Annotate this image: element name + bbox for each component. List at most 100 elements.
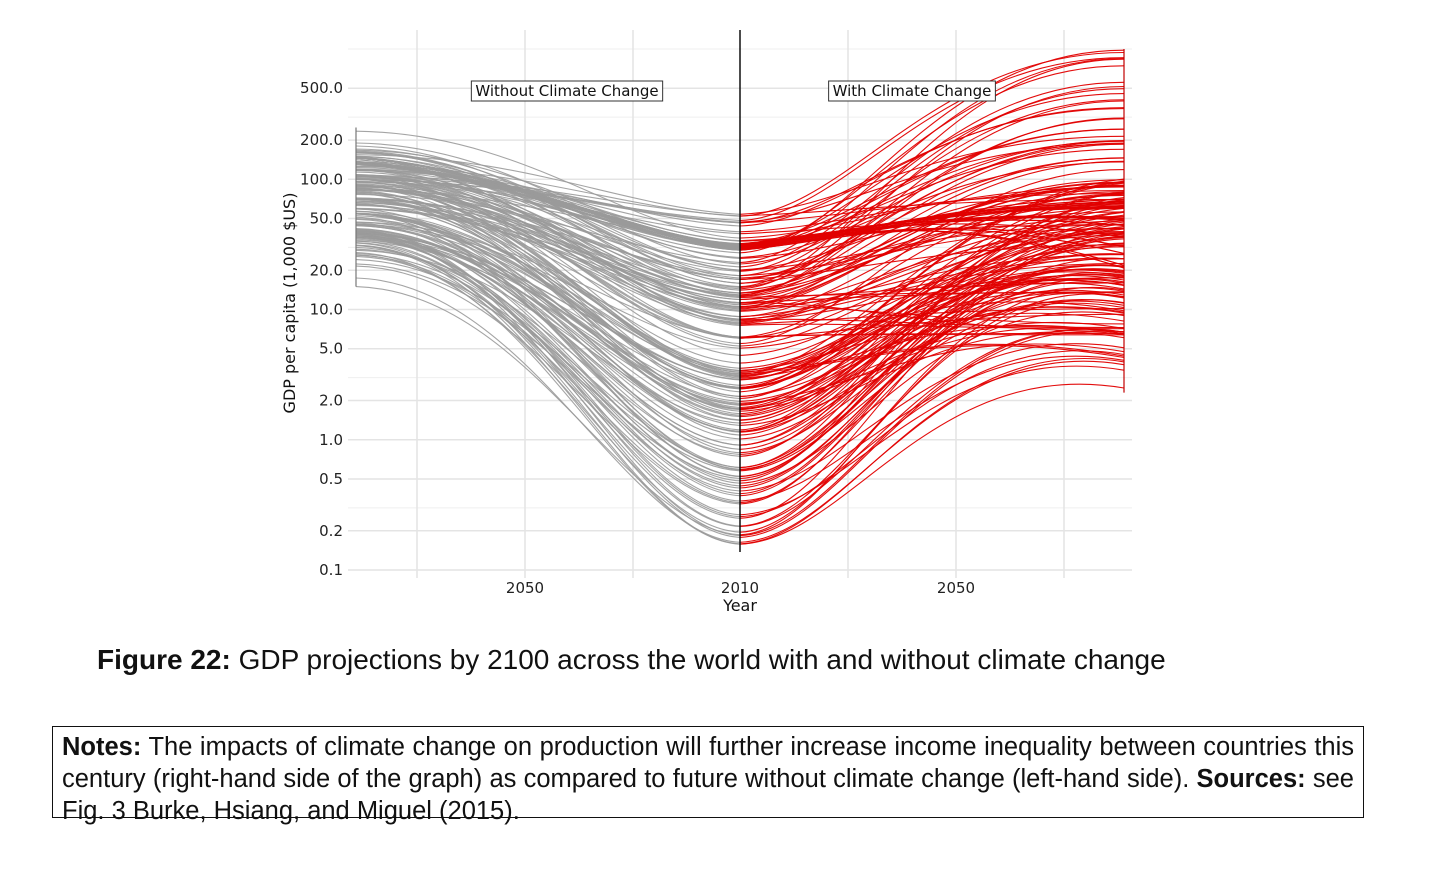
series-line-with-cc [739, 236, 1125, 356]
series-line-with-cc [739, 299, 1125, 527]
y-tick-label: 0.5 [319, 470, 343, 488]
series-line-without-cc [355, 228, 741, 433]
series-line-without-cc [355, 175, 741, 374]
series-line-with-cc [739, 274, 1125, 446]
series-line-without-cc [355, 205, 741, 301]
figure-caption: Figure 22: GDP projections by 2100 acros… [97, 644, 1397, 676]
y-tick-label: 10.0 [310, 301, 343, 319]
series-line-without-cc [355, 155, 741, 271]
notes-box: Notes: The impacts of climate change on … [52, 726, 1364, 825]
y-axis-ticks: 500.0 200.0 100.0 50.0 20.0 10.0 5.0 2.0 1.0 0.5 0… [300, 79, 343, 579]
series-line-with-cc [739, 169, 1125, 345]
series-line-with-cc [739, 345, 1125, 375]
series-line-without-cc [355, 210, 741, 454]
series-with-climate-change [739, 49, 1125, 545]
series-line-with-cc [739, 292, 1125, 299]
y-tick-label: 20.0 [310, 261, 343, 279]
figure-caption-text: GDP projections by 2100 across the world… [238, 644, 1166, 675]
series-line-without-cc [355, 184, 741, 378]
series-line-without-cc [355, 174, 741, 223]
series-line-without-cc [355, 244, 741, 519]
y-tick-label: 1.0 [319, 431, 343, 449]
series-line-with-cc [739, 181, 1125, 301]
y-axis-title: GDP per capita (1,000 $US) [280, 193, 299, 414]
series-line-without-cc [355, 221, 741, 373]
sources-text: see Fig. 3 Burke, Hsiang, and Miguel (20… [62, 765, 1354, 825]
series-line-with-cc [739, 189, 1125, 233]
x-tick-label: 2050 [937, 579, 975, 597]
y-tick-label: 2.0 [319, 392, 343, 410]
series-line-without-cc [355, 242, 741, 497]
series-line-with-cc [739, 343, 1125, 492]
series-line-without-cc [355, 154, 741, 215]
series-line-without-cc [355, 178, 741, 345]
series-line-with-cc [739, 57, 1125, 264]
series-line-with-cc [739, 220, 1125, 406]
series-line-without-cc [355, 230, 741, 484]
y-tick-label: 100.0 [300, 170, 343, 188]
series-line-with-cc [739, 220, 1125, 323]
series-line-without-cc [355, 225, 741, 410]
panel-label-without-text: Without Climate Change [475, 82, 658, 100]
series-line-without-cc [355, 178, 741, 356]
series-line-without-cc [355, 229, 741, 440]
series-line-with-cc [739, 253, 1125, 312]
series-line-with-cc [739, 300, 1125, 440]
series-line-with-cc [739, 211, 1125, 279]
series-line-with-cc [739, 128, 1125, 245]
series-line-without-cc [355, 171, 741, 299]
series-line-with-cc [739, 107, 1125, 227]
series-line-with-cc [739, 318, 1125, 329]
series-line-with-cc [739, 343, 1125, 404]
y-tick-label: 0.1 [319, 561, 343, 579]
series-line-with-cc [739, 216, 1125, 247]
series-line-without-cc [355, 259, 741, 472]
series-line-with-cc [739, 355, 1125, 502]
series-line-with-cc [739, 282, 1125, 301]
series-line-with-cc [739, 143, 1125, 223]
series-line-with-cc [739, 306, 1125, 402]
x-tick-label: 2050 [506, 579, 544, 597]
series-line-with-cc [739, 331, 1125, 426]
series-line-with-cc [739, 292, 1125, 454]
series-line-with-cc [739, 238, 1125, 471]
series-line-with-cc [739, 257, 1125, 389]
series-line-without-cc [355, 184, 741, 272]
series-line-without-cc [355, 235, 741, 446]
panel-label-with: With Climate Change [828, 80, 996, 102]
series-line-with-cc [739, 311, 1125, 484]
series-line-with-cc [739, 321, 1125, 410]
series-line-with-cc [739, 135, 1125, 215]
series-line-with-cc [739, 223, 1125, 245]
series-line-without-cc [355, 157, 741, 247]
y-tick-label: 500.0 [300, 79, 343, 97]
figure-label: Figure 22: [97, 644, 231, 675]
series-line-with-cc [739, 51, 1125, 217]
series-line-without-cc [355, 178, 741, 290]
series-line-without-cc [355, 169, 741, 233]
series-line-with-cc [739, 269, 1125, 374]
series-line-without-cc [355, 230, 741, 426]
series-line-without-cc [355, 165, 741, 217]
series-line-with-cc [739, 88, 1125, 272]
series-line-with-cc [739, 272, 1125, 489]
series-line-without-cc [355, 240, 741, 502]
series-line-with-cc [739, 358, 1125, 545]
series-line-without-cc [355, 151, 741, 296]
series-line-with-cc [739, 227, 1125, 372]
series-line-with-cc [739, 264, 1125, 478]
series-line-with-cc [739, 291, 1125, 304]
series-line-without-cc [355, 188, 741, 320]
series-line-with-cc [739, 302, 1125, 333]
series-line-without-cc [355, 161, 741, 251]
series-line-with-cc [739, 350, 1125, 518]
series-line-without-cc [355, 231, 741, 457]
series-line-without-cc [355, 223, 741, 349]
series-without-climate-change [355, 127, 741, 545]
series-line-without-cc [355, 254, 741, 533]
x-tick-label: 2010 [721, 579, 759, 597]
notes-text: The impacts of climate change on product… [62, 733, 1355, 793]
series-line-with-cc [739, 365, 1125, 516]
series-line-with-cc [739, 277, 1125, 309]
series-line-without-cc [355, 200, 741, 320]
